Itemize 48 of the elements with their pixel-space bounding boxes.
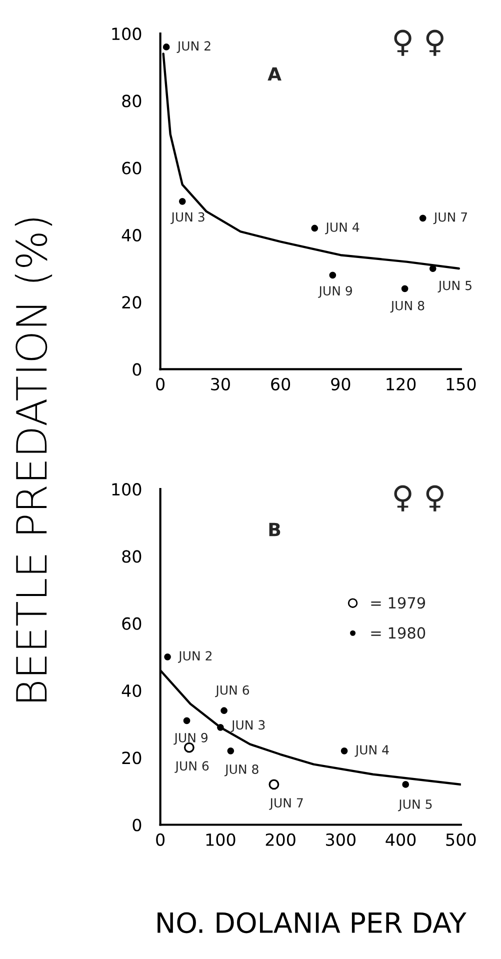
y-axis-title: BEETLE PREDATION (%) xyxy=(14,218,52,702)
y-tick-label: 60 xyxy=(122,162,142,174)
x-tick-label: 300 xyxy=(326,833,356,846)
annotation: JUN 6 xyxy=(174,761,209,773)
x-tick-label: 150 xyxy=(446,378,476,390)
annotation: JUN 4 xyxy=(354,745,389,757)
x-tick-label: 200 xyxy=(266,833,296,846)
annotation: ♀ ♀ xyxy=(394,485,444,512)
annotation: JUN 8 xyxy=(390,300,424,313)
annotation: ♀ ♀ xyxy=(394,30,444,56)
x-axis-title: NO. DOLANIA PER DAY xyxy=(158,912,466,934)
x-tick-label: 500 xyxy=(446,833,476,846)
annotation: JUN 3 xyxy=(170,212,204,224)
y-tick-label: 40 xyxy=(122,228,142,242)
annotation: JUN 7 xyxy=(269,798,303,810)
annotation: JUN 2 xyxy=(176,41,210,53)
y-tick-label: 20 xyxy=(122,752,142,764)
annotation: B xyxy=(269,522,280,536)
y-tick-label: 0 xyxy=(132,363,142,376)
y-tick-label: 20 xyxy=(122,296,142,309)
y-tick-label: 100 xyxy=(112,483,142,496)
annotation: JUN 8 xyxy=(224,764,258,776)
annotation: JUN 5 xyxy=(438,280,472,293)
annotation: A xyxy=(268,67,282,81)
annotation: JUN 6 xyxy=(215,685,250,698)
annotation: JUN 9 xyxy=(174,732,208,745)
legend-label: = 1979 xyxy=(371,597,426,609)
annotation: JUN 5 xyxy=(398,800,432,812)
y-tick-label: 60 xyxy=(122,617,142,630)
y-tick-label: 0 xyxy=(132,818,142,832)
annotation: JUN 9 xyxy=(318,286,352,298)
y-tick-label: 100 xyxy=(112,28,142,40)
y-tick-label: 80 xyxy=(122,550,142,563)
x-tick-label: 100 xyxy=(206,833,236,846)
x-tick-label: 0 xyxy=(156,378,165,390)
annotation: JUN 3 xyxy=(230,720,265,732)
y-tick-label: 80 xyxy=(122,94,142,108)
annotation: JUN 2 xyxy=(178,651,212,663)
x-tick-label: 30 xyxy=(211,378,230,390)
x-tick-label: 120 xyxy=(386,378,416,390)
x-tick-label: 0 xyxy=(156,833,165,846)
annotation: JUN 4 xyxy=(325,222,360,234)
x-tick-label: 400 xyxy=(386,833,416,846)
annotation: JUN 7 xyxy=(433,212,467,224)
x-tick-label: 60 xyxy=(271,378,290,390)
y-tick-label: 40 xyxy=(122,684,142,698)
legend-label: = 1980 xyxy=(371,627,426,639)
x-tick-label: 90 xyxy=(331,378,350,390)
